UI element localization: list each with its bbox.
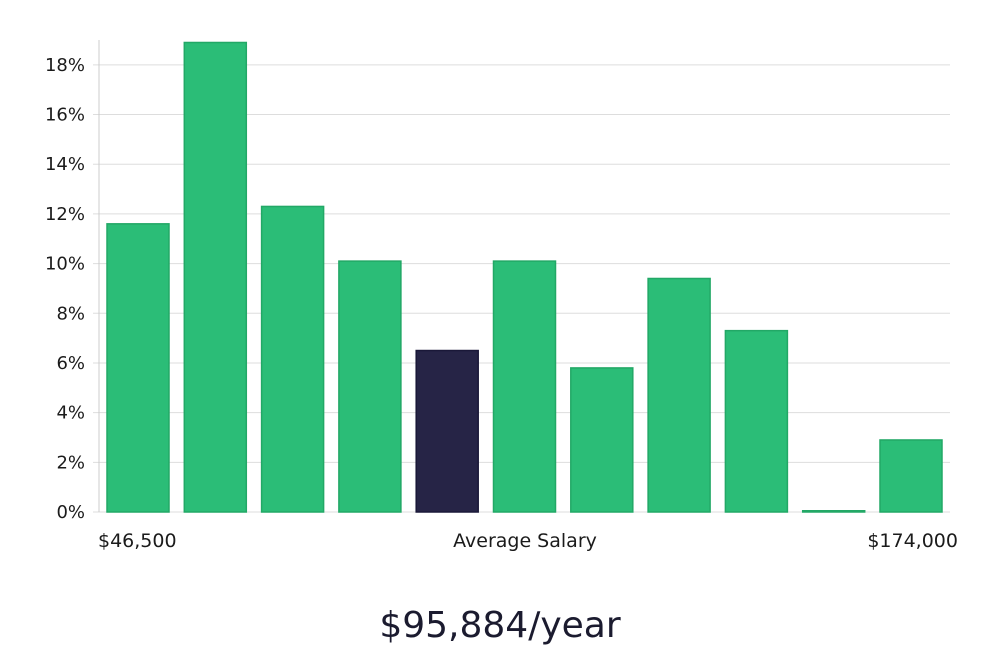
y-tick-label: 4% [56, 403, 85, 424]
bar [492, 260, 557, 513]
y-tick-label: 10% [45, 254, 85, 275]
bar [801, 510, 866, 513]
average-salary-value: $95,884/year [379, 605, 621, 646]
bar [879, 439, 943, 513]
bar [647, 277, 711, 513]
y-tick-label: 16% [45, 105, 85, 126]
y-tick-label: 2% [56, 452, 85, 473]
y-tick-label: 14% [45, 154, 85, 175]
bar [570, 367, 634, 513]
bar [724, 329, 789, 513]
y-tick-label: 8% [56, 303, 85, 324]
y-axis-ticks: 0% 2% 4% 6% 8% 10% 12% 14% 16% 18% [45, 55, 85, 523]
bar [183, 41, 248, 513]
bars [106, 41, 943, 513]
x-mid-label: Average Salary [453, 530, 597, 552]
salary-histogram: 0% 2% 4% 6% 8% 10% 12% 14% 16% 18% $46,500 Averag… [45, 40, 958, 552]
bar [338, 260, 402, 513]
bar-average-salary [415, 349, 479, 513]
bar [260, 205, 325, 513]
bar [106, 223, 170, 513]
x-max-label: $174,000 [867, 530, 958, 552]
y-tick-label: 18% [45, 55, 85, 76]
y-tick-label: 0% [56, 502, 85, 523]
y-tick-label: 6% [56, 353, 85, 374]
y-tick-label: 12% [45, 204, 85, 225]
x-min-label: $46,500 [98, 530, 177, 552]
